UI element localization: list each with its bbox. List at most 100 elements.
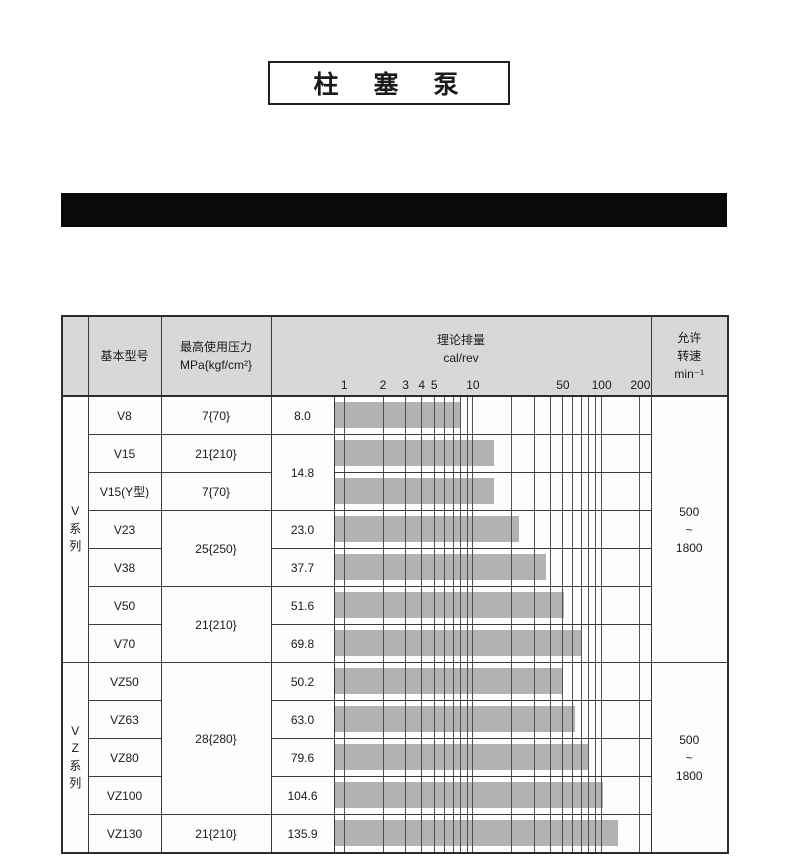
grid-line (562, 625, 564, 662)
axis-tick-label: 3 (402, 378, 409, 392)
displacement-bar (334, 668, 563, 694)
grid-line (511, 435, 513, 472)
grid-line (594, 663, 596, 700)
grid-line (382, 549, 384, 586)
grid-line (580, 473, 582, 510)
grid-line (344, 435, 346, 472)
grid-line (460, 777, 462, 814)
chart-bar-cell (333, 738, 652, 777)
grid-line (452, 435, 454, 472)
grid-line (562, 473, 564, 510)
grid-line (472, 511, 474, 548)
grid-line (452, 625, 454, 662)
grid-line (572, 587, 574, 624)
grid-line (460, 663, 462, 700)
pressure-header-line1: 最高使用压力 (179, 340, 252, 354)
grid-line (511, 473, 513, 510)
grid-line (382, 435, 384, 472)
table-row: VZ100 104.6 (62, 776, 728, 815)
grid-line (466, 815, 468, 852)
model-cell: V8 (87, 395, 162, 435)
grid-line (444, 625, 446, 662)
grid-line (533, 777, 535, 814)
grid-line (600, 815, 602, 852)
chart-row (334, 701, 651, 738)
grid-line (421, 663, 423, 700)
series-char: 系 (69, 758, 82, 773)
grid-line (344, 625, 346, 662)
grid-line (639, 663, 641, 700)
displacement-value-cell: 14.8 (270, 434, 335, 511)
model-cell: V23 (87, 510, 162, 549)
grid-line (549, 663, 551, 700)
grid-line (433, 777, 435, 814)
grid-line (511, 511, 513, 548)
grid-line (562, 777, 564, 814)
grid-line (452, 397, 454, 434)
grid-line (382, 625, 384, 662)
chart-row (334, 777, 651, 814)
displacement-bar (334, 744, 589, 770)
grid-line (382, 587, 384, 624)
grid-line (421, 511, 423, 548)
grid-line (433, 815, 435, 852)
grid-line (452, 511, 454, 548)
grid-line (444, 739, 446, 776)
grid-line (466, 511, 468, 548)
table-row: V15(Y型) 7{70} (62, 472, 728, 511)
grid-line (421, 473, 423, 510)
grid-line (344, 511, 346, 548)
grid-line (444, 663, 446, 700)
chart-row (334, 815, 651, 852)
speed-line: ~ (685, 522, 693, 537)
grid-line (433, 625, 435, 662)
grid-line (460, 473, 462, 510)
chart-row (334, 625, 651, 662)
series-label-v: V 系 列 (61, 395, 89, 663)
chart-row (334, 511, 651, 548)
grid-line (580, 549, 582, 586)
grid-line (594, 511, 596, 548)
displacement-bar (334, 820, 618, 846)
grid-line (444, 587, 446, 624)
grid-line (460, 435, 462, 472)
grid-line (572, 777, 574, 814)
grid-line (421, 625, 423, 662)
grid-line (405, 549, 407, 586)
grid-line (572, 625, 574, 662)
grid-line (639, 511, 641, 548)
grid-line (533, 435, 535, 472)
table-row: V38 37.7 (62, 548, 728, 587)
chart-bar-cell (333, 472, 652, 511)
axis-tick-label: 100 (591, 378, 612, 392)
grid-line (460, 397, 462, 434)
grid-line (549, 435, 551, 472)
grid-line (572, 739, 574, 776)
grid-line (405, 777, 407, 814)
axis-tick-label: 1 (340, 378, 348, 392)
model-cell: VZ130 (87, 814, 162, 854)
grid-line (549, 739, 551, 776)
series-char: V (71, 723, 80, 738)
displacement-unit-text: cal/rev (443, 351, 479, 365)
grid-line (549, 397, 551, 434)
grid-line (600, 473, 602, 510)
grid-line (444, 473, 446, 510)
redacted-black-banner (61, 193, 727, 227)
grid-line (382, 739, 384, 776)
grid-line (444, 397, 446, 434)
displacement-bar (334, 554, 547, 580)
chart-row (334, 397, 651, 434)
model-cell: VZ100 (87, 776, 162, 815)
grid-line (572, 815, 574, 852)
grid-line (452, 701, 454, 738)
table-row: V23 25{250} 23.0 (62, 510, 728, 587)
grid-line (562, 739, 564, 776)
grid-line (421, 701, 423, 738)
grid-line (405, 473, 407, 510)
grid-line (421, 739, 423, 776)
grid-line (433, 435, 435, 472)
grid-line (344, 663, 346, 700)
speed-line: ~ (685, 750, 693, 765)
grid-line (511, 549, 513, 586)
